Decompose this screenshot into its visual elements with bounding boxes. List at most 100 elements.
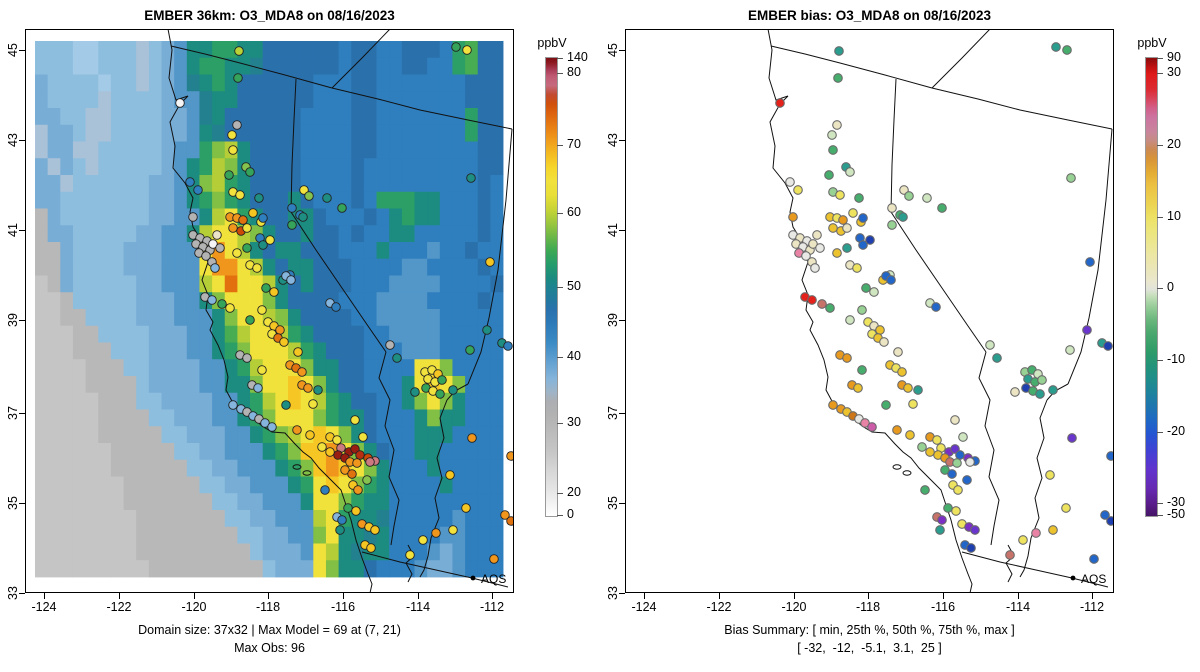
colorbar-tick-label: 60 (567, 205, 581, 219)
x-axis-tick-mark (719, 593, 721, 599)
station-dot (905, 430, 915, 440)
station-dot (788, 212, 798, 222)
station-dot (1051, 42, 1061, 52)
colorbar-tick-label: 0 (567, 507, 574, 521)
station-dot (881, 400, 891, 410)
y-axis-tick-label: 35 (6, 496, 20, 510)
station-dot (366, 543, 376, 553)
station-dot (951, 506, 961, 516)
colorbar-tick-mark (1157, 503, 1163, 505)
colorbar-tick-mark (557, 287, 563, 289)
station-dot (242, 243, 252, 253)
station-dot (1045, 470, 1055, 480)
station-dot (913, 385, 923, 395)
colorbar-tick-label: -50 (1167, 507, 1186, 521)
colorbar-tick-label: 20 (567, 485, 581, 499)
station-dot (217, 299, 227, 309)
state-border-ca-nv-vertical (890, 78, 897, 213)
station-dot (253, 383, 263, 393)
station-dot (287, 203, 297, 213)
station-dot (248, 208, 258, 218)
x-axis-tick-label: -120 (781, 600, 807, 614)
colorbar-tick-label: -10 (1167, 352, 1186, 366)
y-axis-tick-mark (19, 50, 25, 52)
station-dot (812, 230, 822, 240)
station-dot (210, 263, 220, 273)
station-dot (815, 243, 825, 253)
station-dot (242, 353, 252, 363)
y-axis-tick-label: 37 (606, 406, 620, 420)
station-dot (188, 212, 198, 222)
colorbar-tick-mark (557, 493, 563, 495)
station-dot (245, 315, 255, 325)
station-dot (931, 302, 941, 312)
station-dot (852, 263, 862, 273)
station-dot (1037, 375, 1047, 385)
aqs-legend-dot (1070, 575, 1076, 581)
station-dot (834, 46, 844, 56)
colorbar-tick-mark (557, 58, 563, 60)
station-dot (267, 422, 277, 432)
station-dot (340, 465, 350, 475)
y-axis-tick-label: 39 (6, 313, 20, 327)
station-dot (1100, 510, 1110, 520)
station-dot (1082, 325, 1092, 335)
station-dot (892, 425, 902, 435)
y-axis-tick-label: 39 (606, 313, 620, 327)
station-dot (832, 120, 842, 130)
station-dot (970, 525, 980, 535)
station-dot (448, 385, 458, 395)
station-dot (917, 442, 927, 452)
state-border-ca-nv-diagonal (290, 211, 387, 353)
station-dot (785, 177, 795, 187)
station-dot (238, 215, 248, 225)
station-dot (212, 230, 222, 240)
y-axis-tick-label: 43 (6, 133, 20, 147)
caption-bias-summary-header: Bias Summary: [ min, 25th %, 50th %, 75t… (724, 623, 1015, 637)
y-axis-tick-label: 33 (6, 586, 20, 600)
colorbar-tick-label: 20 (1167, 137, 1181, 151)
station-dot (201, 251, 211, 261)
station-dot (235, 190, 245, 200)
colorbar-tick-mark (1157, 432, 1163, 434)
station-dot (335, 525, 345, 535)
station-dot (215, 243, 225, 253)
station-dot (858, 240, 868, 250)
colorbar-tick-label: 10 (1167, 209, 1181, 223)
station-dot (227, 130, 237, 140)
station-dot (838, 215, 848, 225)
station-dot (1048, 385, 1058, 395)
raster-grid (35, 41, 504, 578)
station-dot (208, 239, 218, 249)
station-dot (269, 287, 279, 297)
station-dot (922, 193, 932, 203)
obs-station-dots (175, 42, 513, 564)
station-dot (958, 432, 968, 442)
station-dot (175, 98, 185, 108)
station-dot (303, 383, 313, 393)
x-axis-tick-mark (1092, 593, 1094, 599)
coastline (167, 30, 373, 592)
station-dot (857, 305, 867, 315)
station-dot (467, 433, 477, 443)
station-dot (465, 345, 475, 355)
station-dot (793, 185, 803, 195)
station-dot (355, 450, 365, 460)
island-outline (902, 470, 912, 476)
y-axis-tick-label: 41 (606, 223, 620, 237)
y-axis-tick-mark (619, 320, 625, 322)
station-dot (358, 432, 368, 442)
station-dot (887, 220, 897, 230)
colorbar-tick-mark (1157, 145, 1163, 147)
y-axis-tick-mark (19, 140, 25, 142)
page-title: EMBER 36km: O3_MDA8 on 08/16/2023 (144, 8, 395, 23)
island-outline (892, 464, 902, 470)
station-dot (489, 554, 499, 564)
station-dot (985, 340, 995, 350)
x-axis-tick-label: -114 (1005, 600, 1031, 614)
colorbar-tick-label: 70 (567, 137, 581, 151)
station-dot (193, 185, 203, 195)
caption-bias-summary-values: [ -32, -12, -5.1, 3.1, 25 ] (797, 641, 942, 655)
station-dot (313, 385, 323, 395)
station-dot (932, 435, 942, 445)
